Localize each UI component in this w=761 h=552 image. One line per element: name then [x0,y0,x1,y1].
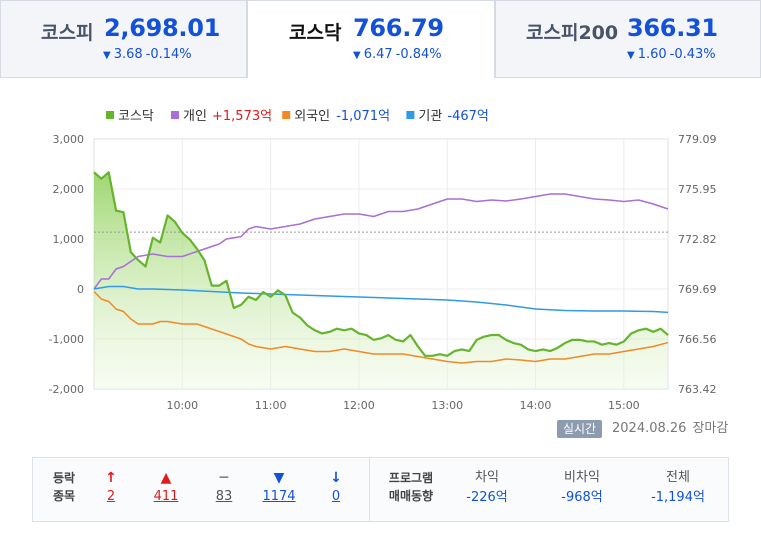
legend-item: 코스닥 [106,109,154,124]
legend-swatch [171,111,179,119]
count-value[interactable]: 1174 [262,489,296,504]
y-right-tick-label: 769.69 [678,283,717,296]
program-total: 전체 -1,194억 [638,468,718,508]
y-left-tick-label: 1,000 [53,233,85,246]
program-header: 전체 [666,470,690,485]
x-tick-label: 15:00 [608,399,640,412]
legend-item: 개인 +1,573억 [171,109,272,124]
program-non-arbitrage: 비차익 -968억 [542,468,622,508]
legend-label: 기관 [418,109,442,124]
individual-series-line [93,193,669,290]
institution-series-line [93,285,669,314]
count-value[interactable]: 411 [153,489,179,504]
down-arrow-icon: ▼ [353,50,361,61]
foreign-series-line [93,290,669,364]
legend-label: 개인 [183,109,207,124]
program-value: -226억 [466,490,508,505]
kosdaq-area [94,172,668,389]
down-arrow-icon: ▼ [627,50,635,61]
updown-label: 등락 종목 [52,471,76,503]
program-arbitrage: 차익 -226억 [447,468,527,508]
program-value: -1,194억 [651,490,705,505]
tab-change: ▼ 6.47 -0.84% [353,47,442,62]
count-value[interactable]: 83 [215,489,233,504]
unchanged-dash-icon: ─ [219,470,229,486]
legend-label: 코스닥 [118,109,154,124]
program-header: 비차익 [564,470,600,485]
investor-trend-chart: 코스닥 개인 +1,573억 외국인 -1,071억 기관 -467억 3,000 2,000 1… [49,109,717,412]
legend-label: 외국인 [294,109,330,124]
legend-value: -1,071억 [336,109,390,124]
y-right-tick-label: 775.95 [678,183,717,196]
tab-kosdaq[interactable]: 코스닥 766.79 ▼ 6.47 -0.84% [247,0,495,78]
y-right-tick-label: 772.82 [678,233,717,246]
market-status: 장마감 [692,421,729,436]
count-rise[interactable]: ▲ 411 [146,469,186,507]
legend-swatch [106,111,114,119]
market-date: 2024.08.26 [612,421,687,436]
divider [369,458,370,521]
legend-value: -467억 [447,109,488,124]
x-tick-label: 12:00 [343,399,375,412]
x-tick-label: 13:00 [431,399,463,412]
legend-swatch [406,111,415,119]
down-arrow-icon: ▼ [103,50,111,61]
count-unchanged[interactable]: ─ 83 [204,469,244,507]
rise-triangle-icon: ▲ [160,470,172,486]
count-value[interactable]: 2 [106,489,116,504]
tab-name: 코스닥 [289,22,342,44]
y-left-tick-label: -1,000 [49,333,84,346]
realtime-badge[interactable]: 실시간 [557,420,602,438]
tab-kospi[interactable]: 코스피 2,698.01 ▼ 3.68 -0.14% [0,0,247,78]
tab-change: ▼ 3.68 -0.14% [103,47,192,62]
tab-value: 766.79 [353,14,444,42]
y-right-tick-label: 766.56 [678,333,717,346]
market-summary: 등락 종목 ↑ 2 ▲ 411 ─ 83 ▼ 1174 ↓ 0 프로그램 매매동… [32,457,729,522]
count-value[interactable]: 0 [331,489,341,504]
tab-name: 코스피200 [526,22,619,44]
tab-value: 2,698.01 [104,14,221,42]
count-fall[interactable]: ▼ 1174 [259,469,299,507]
legend-item: 기관 -467억 [406,109,489,124]
program-header: 차익 [475,470,499,485]
tab-value: 366.31 [627,14,718,42]
program-label: 프로그램 매매동향 [388,471,434,503]
market-date-info: 2024.08.26 장마감 [612,420,728,438]
x-tick-label: 11:00 [255,399,287,412]
legend-item: 외국인 -1,071억 [282,109,390,124]
y-right-tick-label: 779.09 [678,133,717,146]
index-tabs: 코스피 2,698.01 ▼ 3.68 -0.14% 코스닥 766.79 ▼ 6.4… [0,0,761,78]
tab-change: ▼ 1.60 -0.43% [627,47,716,62]
tab-kospi200[interactable]: 코스피200 366.31 ▼ 1.60 -0.43% [495,0,761,78]
program-value: -968억 [561,490,603,505]
legend-swatch [282,111,291,119]
y-right-tick-label: 763.42 [678,383,717,396]
y-left-tick-label: -2,000 [49,383,84,396]
legend-value: +1,573억 [212,109,272,124]
lower-limit-arrow-icon: ↓ [330,470,342,486]
count-upper-limit[interactable]: ↑ 2 [91,469,131,507]
count-lower-limit[interactable]: ↓ 0 [316,469,356,507]
y-left-tick-label: 0 [77,283,84,296]
kosdaq-series-line [93,171,669,357]
y-left-tick-label: 3,000 [53,133,85,146]
y-left-tick-label: 2,000 [53,183,85,196]
upper-limit-arrow-icon: ↑ [105,470,117,486]
fall-triangle-icon: ▼ [273,470,285,486]
tab-name: 코스피 [41,22,94,44]
x-tick-label: 10:00 [166,399,198,412]
x-tick-label: 14:00 [520,399,552,412]
